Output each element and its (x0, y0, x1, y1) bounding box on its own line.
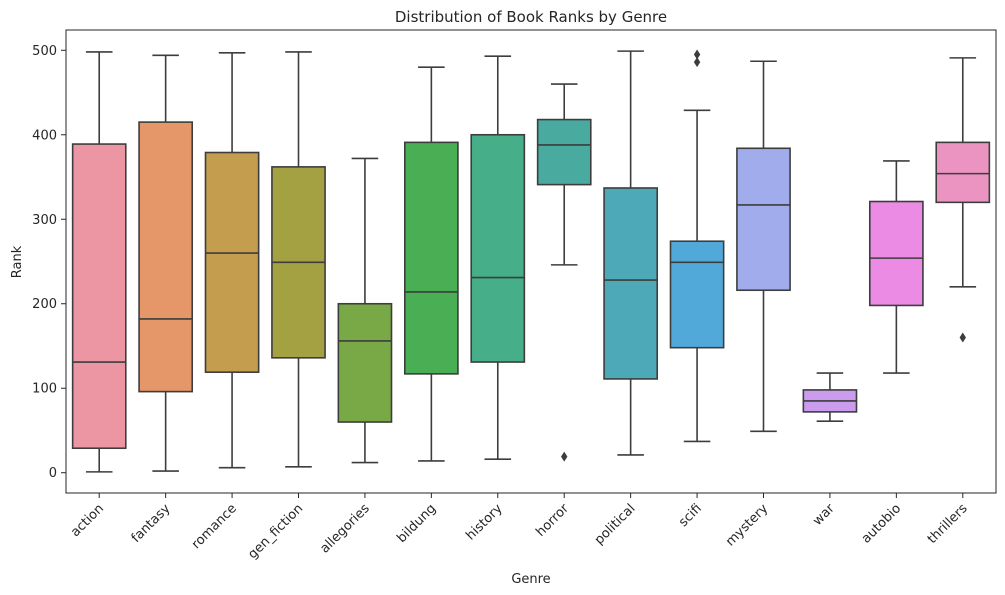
box-iqr (536, 118, 592, 186)
x-tick-label-action: action (68, 501, 107, 540)
plot-area (65, 29, 997, 494)
box-mystery (736, 60, 791, 433)
box-iqr (603, 187, 659, 380)
y-tick-label: 400 (32, 128, 57, 143)
y-axis: 0 100 200 300 400 500 (32, 44, 66, 481)
x-tick-label-bildung: bildung (394, 501, 439, 546)
outlier-point (959, 332, 966, 343)
box-iqr (71, 143, 127, 450)
x-tick-label-allegories: allegories (318, 501, 373, 556)
y-axis-label: Rank (10, 245, 25, 278)
y-tick-label: 200 (32, 297, 57, 312)
box-romance (204, 52, 260, 469)
box-fantasy (138, 54, 194, 472)
x-tick-label-political: political (592, 501, 639, 548)
x-tick-label-war: war (810, 501, 838, 529)
box-iqr (138, 121, 194, 393)
box-iqr (868, 200, 924, 307)
box-iqr (403, 141, 459, 375)
box-iqr (204, 151, 260, 373)
box-history (470, 55, 526, 461)
box-action (71, 51, 127, 473)
x-tick-label-fantasy: fantasy (129, 501, 174, 546)
box-allegories (337, 157, 393, 464)
box-war (802, 372, 858, 422)
y-tick-label: 300 (32, 213, 57, 228)
box-autobio (868, 160, 924, 374)
outlier-point (693, 49, 701, 60)
y-tick-label: 100 (32, 382, 57, 397)
outlier-point (693, 57, 701, 68)
box-iqr (337, 302, 393, 423)
x-axis-label: Genre (511, 572, 550, 587)
x-tick-label-horror: horror (533, 501, 572, 540)
x-tick-label-thrillers: thrillers (925, 501, 971, 547)
x-tick-label-history: history (463, 501, 505, 543)
x-tick-label-gen_fiction: gen_fiction (245, 501, 306, 562)
box-political (603, 50, 659, 456)
box-iqr (470, 133, 526, 363)
y-tick-label: 0 (49, 466, 57, 481)
box-thrillers (935, 57, 991, 343)
box-scifi (669, 49, 725, 443)
outlier-point (561, 451, 568, 462)
x-tick-label-romance: romance (189, 501, 240, 552)
box-bildung (403, 66, 459, 462)
x-tick-label-scifi: scifi (676, 501, 705, 530)
box-horror (536, 83, 592, 462)
chart-title: Distribution of Book Ranks by Genre (395, 8, 667, 26)
x-tick-label-autobio: autobio (859, 501, 904, 546)
box-iqr (736, 147, 791, 292)
x-tick-label-mystery: mystery (723, 501, 771, 549)
box-iqr (669, 240, 725, 349)
box-iqr (935, 141, 991, 204)
x-axis: action fantasy romance gen_fiction allegorie… (68, 493, 971, 562)
box-gen_fiction (271, 51, 326, 468)
plot-frame (65, 29, 997, 494)
y-tick-label: 500 (32, 44, 57, 59)
